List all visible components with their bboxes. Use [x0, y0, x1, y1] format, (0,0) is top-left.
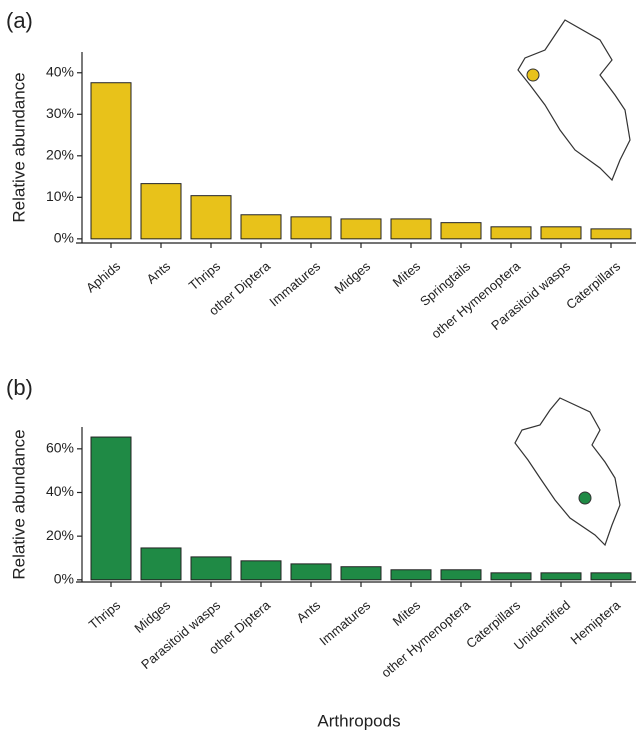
x-tick-label: Thrips [86, 597, 124, 632]
bar [140, 183, 182, 240]
bar [190, 195, 232, 240]
bar [540, 226, 582, 240]
bar [440, 222, 482, 240]
bar [240, 214, 282, 240]
map-a-dot [526, 68, 540, 82]
bar [190, 556, 232, 581]
x-tick-label: other Hymenoptera [428, 258, 523, 342]
map-b-dot [578, 491, 592, 505]
x-tick-label: Mites [390, 597, 424, 629]
x-tick-label: Immatures [266, 258, 323, 309]
y-tick-label: 20% [46, 527, 74, 543]
bar [590, 228, 632, 240]
y-tick-label: 0% [54, 571, 74, 587]
x-tick-label: Ants [144, 258, 174, 287]
bar [290, 216, 332, 240]
panel-label: (a) [6, 8, 33, 33]
bar [490, 226, 532, 240]
bar [440, 569, 482, 581]
x-tick-label: Thrips [186, 258, 224, 293]
y-tick-label: 30% [46, 105, 74, 121]
panel-label: (b) [6, 375, 33, 400]
bar [390, 569, 432, 581]
y-tick-label: 20% [46, 147, 74, 163]
y-tick-label: 0% [54, 230, 74, 246]
y-tick-label: 40% [46, 483, 74, 499]
bar [340, 566, 382, 581]
bar [340, 218, 382, 240]
x-tick-label: Aphids [83, 258, 123, 295]
x-tick-label: Immatures [316, 597, 373, 648]
bar [490, 572, 532, 581]
y-tick-label: 40% [46, 63, 74, 79]
x-tick-label: Hemiptera [568, 597, 624, 648]
x-tick-label: other Hymenoptera [378, 597, 473, 681]
bar [390, 218, 432, 240]
x-tick-label: Caterpillars [563, 258, 623, 312]
x-axis-label: Arthropods [317, 711, 400, 730]
bar [90, 82, 132, 240]
y-axis-label: Relative abundance [9, 429, 28, 579]
bar [240, 560, 282, 581]
map-a [517, 19, 631, 182]
bar [540, 572, 582, 581]
map-b [514, 397, 621, 547]
bar [590, 572, 632, 581]
bar [140, 547, 182, 581]
x-tick-label: Midges [131, 597, 173, 636]
bar [290, 563, 332, 581]
bar [90, 436, 132, 581]
x-tick-label: Midges [331, 258, 373, 297]
y-tick-label: 60% [46, 440, 74, 456]
x-tick-label: Mites [390, 258, 424, 290]
x-tick-label: Ants [294, 597, 324, 626]
y-tick-label: 10% [46, 188, 74, 204]
y-axis-label: Relative abundance [9, 72, 28, 222]
